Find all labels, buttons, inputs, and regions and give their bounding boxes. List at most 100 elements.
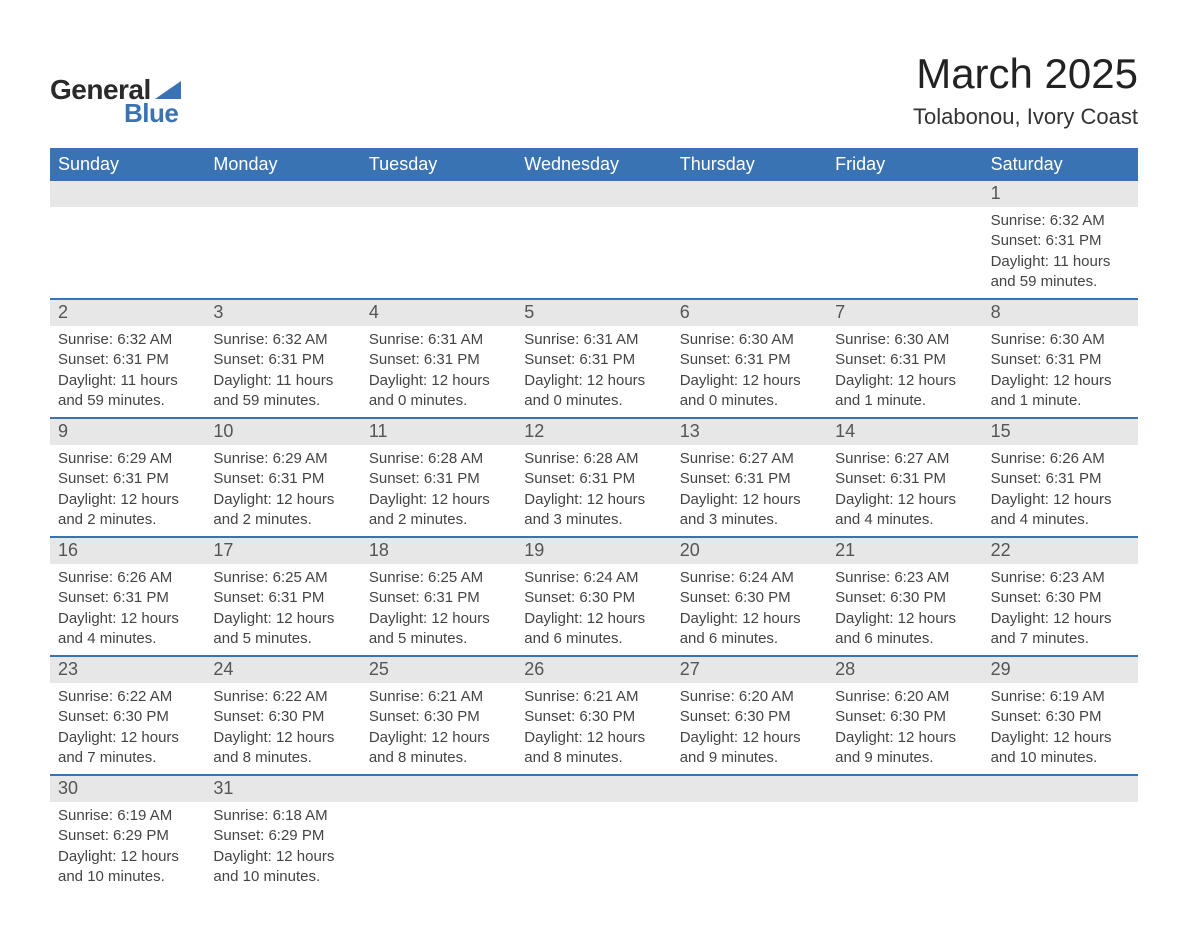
day-body bbox=[827, 207, 982, 283]
day-number: 25 bbox=[361, 657, 516, 683]
daylight-text: Daylight: 12 hours and 6 minutes. bbox=[835, 609, 974, 650]
daylight-text: Daylight: 12 hours and 6 minutes. bbox=[524, 609, 663, 650]
day-body: Sunrise: 6:28 AMSunset: 6:31 PMDaylight:… bbox=[516, 445, 671, 536]
day-cell: 18Sunrise: 6:25 AMSunset: 6:31 PMDayligh… bbox=[361, 538, 516, 655]
day-body: Sunrise: 6:24 AMSunset: 6:30 PMDaylight:… bbox=[672, 564, 827, 655]
day-body: Sunrise: 6:26 AMSunset: 6:31 PMDaylight:… bbox=[983, 445, 1138, 536]
daylight-text: Daylight: 12 hours and 1 minute. bbox=[835, 371, 974, 412]
day-body: Sunrise: 6:19 AMSunset: 6:29 PMDaylight:… bbox=[50, 802, 205, 893]
sunset-text: Sunset: 6:30 PM bbox=[835, 707, 974, 727]
sunset-text: Sunset: 6:30 PM bbox=[680, 707, 819, 727]
daylight-text: Daylight: 12 hours and 2 minutes. bbox=[369, 490, 508, 531]
weekday-header-row: Sunday Monday Tuesday Wednesday Thursday… bbox=[50, 148, 1138, 181]
day-body bbox=[361, 207, 516, 283]
day-number: 20 bbox=[672, 538, 827, 564]
sunrise-text: Sunrise: 6:20 AM bbox=[835, 687, 974, 707]
daylight-text: Daylight: 12 hours and 0 minutes. bbox=[680, 371, 819, 412]
day-body: Sunrise: 6:29 AMSunset: 6:31 PMDaylight:… bbox=[50, 445, 205, 536]
daylight-text: Daylight: 12 hours and 0 minutes. bbox=[524, 371, 663, 412]
sunset-text: Sunset: 6:31 PM bbox=[213, 350, 352, 370]
sunset-text: Sunset: 6:31 PM bbox=[835, 350, 974, 370]
day-body: Sunrise: 6:30 AMSunset: 6:31 PMDaylight:… bbox=[827, 326, 982, 417]
daylight-text: Daylight: 12 hours and 2 minutes. bbox=[213, 490, 352, 531]
day-cell: 24Sunrise: 6:22 AMSunset: 6:30 PMDayligh… bbox=[205, 657, 360, 774]
sunset-text: Sunset: 6:29 PM bbox=[58, 826, 197, 846]
day-number: 22 bbox=[983, 538, 1138, 564]
sunrise-text: Sunrise: 6:30 AM bbox=[680, 330, 819, 350]
day-cell: 13Sunrise: 6:27 AMSunset: 6:31 PMDayligh… bbox=[672, 419, 827, 536]
sunset-text: Sunset: 6:31 PM bbox=[835, 469, 974, 489]
sunrise-text: Sunrise: 6:21 AM bbox=[524, 687, 663, 707]
weekday-header: Monday bbox=[205, 148, 360, 181]
day-cell bbox=[672, 181, 827, 298]
day-body: Sunrise: 6:20 AMSunset: 6:30 PMDaylight:… bbox=[827, 683, 982, 774]
daylight-text: Daylight: 12 hours and 7 minutes. bbox=[58, 728, 197, 769]
title-block: March 2025 Tolabonou, Ivory Coast bbox=[913, 50, 1138, 130]
sunset-text: Sunset: 6:31 PM bbox=[991, 469, 1130, 489]
day-body: Sunrise: 6:27 AMSunset: 6:31 PMDaylight:… bbox=[827, 445, 982, 536]
day-number: 24 bbox=[205, 657, 360, 683]
day-body bbox=[516, 207, 671, 283]
day-cell: 25Sunrise: 6:21 AMSunset: 6:30 PMDayligh… bbox=[361, 657, 516, 774]
sunrise-text: Sunrise: 6:27 AM bbox=[835, 449, 974, 469]
daylight-text: Daylight: 12 hours and 8 minutes. bbox=[213, 728, 352, 769]
day-cell: 21Sunrise: 6:23 AMSunset: 6:30 PMDayligh… bbox=[827, 538, 982, 655]
daylight-text: Daylight: 12 hours and 5 minutes. bbox=[369, 609, 508, 650]
weeks-container: 1Sunrise: 6:32 AMSunset: 6:31 PMDaylight… bbox=[50, 181, 1138, 893]
day-cell bbox=[827, 776, 982, 893]
day-cell bbox=[205, 181, 360, 298]
sunrise-text: Sunrise: 6:32 AM bbox=[58, 330, 197, 350]
day-number: 4 bbox=[361, 300, 516, 326]
daylight-text: Daylight: 12 hours and 4 minutes. bbox=[58, 609, 197, 650]
sunset-text: Sunset: 6:29 PM bbox=[213, 826, 352, 846]
day-cell: 8Sunrise: 6:30 AMSunset: 6:31 PMDaylight… bbox=[983, 300, 1138, 417]
sunrise-text: Sunrise: 6:31 AM bbox=[524, 330, 663, 350]
sunrise-text: Sunrise: 6:23 AM bbox=[991, 568, 1130, 588]
daylight-text: Daylight: 12 hours and 8 minutes. bbox=[524, 728, 663, 769]
day-body: Sunrise: 6:24 AMSunset: 6:30 PMDaylight:… bbox=[516, 564, 671, 655]
day-body bbox=[672, 207, 827, 283]
daylight-text: Daylight: 12 hours and 3 minutes. bbox=[680, 490, 819, 531]
sunrise-text: Sunrise: 6:26 AM bbox=[991, 449, 1130, 469]
weekday-header: Tuesday bbox=[361, 148, 516, 181]
sunrise-text: Sunrise: 6:27 AM bbox=[680, 449, 819, 469]
sunrise-text: Sunrise: 6:20 AM bbox=[680, 687, 819, 707]
day-cell: 1Sunrise: 6:32 AMSunset: 6:31 PMDaylight… bbox=[983, 181, 1138, 298]
sunset-text: Sunset: 6:31 PM bbox=[213, 588, 352, 608]
day-number: 14 bbox=[827, 419, 982, 445]
daylight-text: Daylight: 12 hours and 10 minutes. bbox=[58, 847, 197, 888]
day-body: Sunrise: 6:30 AMSunset: 6:31 PMDaylight:… bbox=[983, 326, 1138, 417]
day-cell bbox=[827, 181, 982, 298]
day-body: Sunrise: 6:26 AMSunset: 6:31 PMDaylight:… bbox=[50, 564, 205, 655]
day-body: Sunrise: 6:22 AMSunset: 6:30 PMDaylight:… bbox=[50, 683, 205, 774]
day-cell: 17Sunrise: 6:25 AMSunset: 6:31 PMDayligh… bbox=[205, 538, 360, 655]
daylight-text: Daylight: 12 hours and 0 minutes. bbox=[369, 371, 508, 412]
daylight-text: Daylight: 12 hours and 4 minutes. bbox=[991, 490, 1130, 531]
day-body: Sunrise: 6:28 AMSunset: 6:31 PMDaylight:… bbox=[361, 445, 516, 536]
logo: General Blue bbox=[50, 74, 181, 129]
weekday-header: Saturday bbox=[983, 148, 1138, 181]
day-cell: 22Sunrise: 6:23 AMSunset: 6:30 PMDayligh… bbox=[983, 538, 1138, 655]
sunrise-text: Sunrise: 6:22 AM bbox=[213, 687, 352, 707]
week-row: 30Sunrise: 6:19 AMSunset: 6:29 PMDayligh… bbox=[50, 776, 1138, 893]
sunrise-text: Sunrise: 6:28 AM bbox=[524, 449, 663, 469]
day-cell: 9Sunrise: 6:29 AMSunset: 6:31 PMDaylight… bbox=[50, 419, 205, 536]
month-title: March 2025 bbox=[913, 50, 1138, 98]
day-number: 9 bbox=[50, 419, 205, 445]
day-body bbox=[983, 802, 1138, 878]
weekday-header: Thursday bbox=[672, 148, 827, 181]
sunset-text: Sunset: 6:31 PM bbox=[58, 588, 197, 608]
day-number: 23 bbox=[50, 657, 205, 683]
sunset-text: Sunset: 6:30 PM bbox=[524, 588, 663, 608]
day-number: 3 bbox=[205, 300, 360, 326]
location-subtitle: Tolabonou, Ivory Coast bbox=[913, 104, 1138, 130]
logo-text-blue: Blue bbox=[124, 98, 178, 129]
day-number: 19 bbox=[516, 538, 671, 564]
day-cell: 27Sunrise: 6:20 AMSunset: 6:30 PMDayligh… bbox=[672, 657, 827, 774]
week-row: 2Sunrise: 6:32 AMSunset: 6:31 PMDaylight… bbox=[50, 300, 1138, 419]
logo-triangle-icon bbox=[155, 81, 181, 99]
day-cell bbox=[361, 776, 516, 893]
day-cell: 12Sunrise: 6:28 AMSunset: 6:31 PMDayligh… bbox=[516, 419, 671, 536]
week-row: 16Sunrise: 6:26 AMSunset: 6:31 PMDayligh… bbox=[50, 538, 1138, 657]
day-number bbox=[361, 776, 516, 802]
